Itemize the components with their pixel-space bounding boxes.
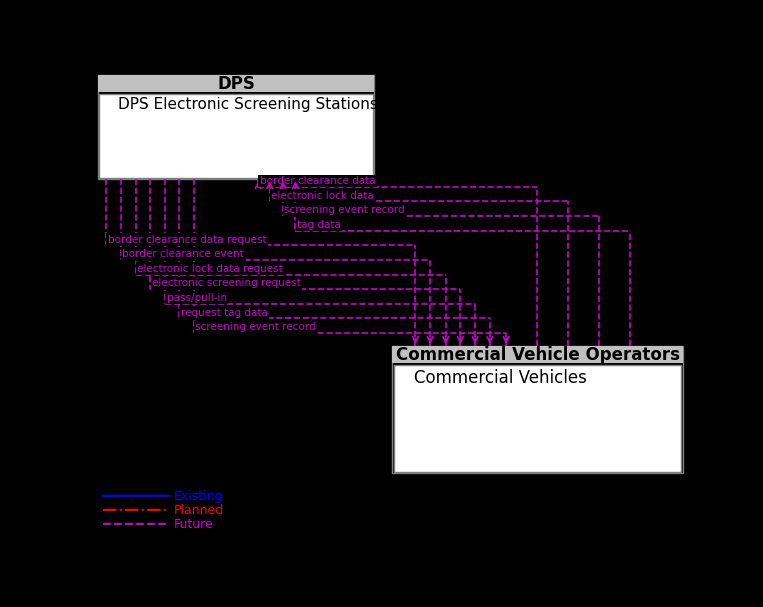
Bar	[392, 346, 683, 473]
Bar	[98, 75, 375, 179]
Text: electronic lock data: electronic lock data	[272, 191, 374, 201]
Text: pass/pull-in: pass/pull-in	[166, 293, 227, 303]
Text: border clearance event: border clearance event	[123, 249, 244, 259]
Text: Existing: Existing	[174, 490, 223, 503]
Text: DPS: DPS	[217, 75, 255, 93]
Text: Commercial Vehicle Operators: Commercial Vehicle Operators	[395, 345, 680, 364]
Bar	[394, 365, 681, 472]
Text: electronic lock data request: electronic lock data request	[137, 264, 283, 274]
Text: tag data: tag data	[297, 220, 341, 230]
Bar	[392, 346, 683, 363]
Text: Commercial Vehicles: Commercial Vehicles	[414, 368, 587, 387]
Bar	[99, 93, 373, 178]
Text: screening event record: screening event record	[285, 205, 405, 215]
Text: Planned: Planned	[174, 504, 224, 517]
Text: border clearance data: border clearance data	[259, 176, 375, 186]
Text: request tag data: request tag data	[181, 308, 268, 317]
Text: DPS Electronic Screening Stations: DPS Electronic Screening Stations	[118, 98, 378, 112]
Text: Future: Future	[174, 518, 214, 531]
Text: screening event record: screening event record	[195, 322, 316, 332]
Bar	[98, 75, 375, 92]
Text: border clearance data request: border clearance data request	[108, 234, 266, 245]
Text: electronic screening request: electronic screening request	[152, 279, 301, 288]
